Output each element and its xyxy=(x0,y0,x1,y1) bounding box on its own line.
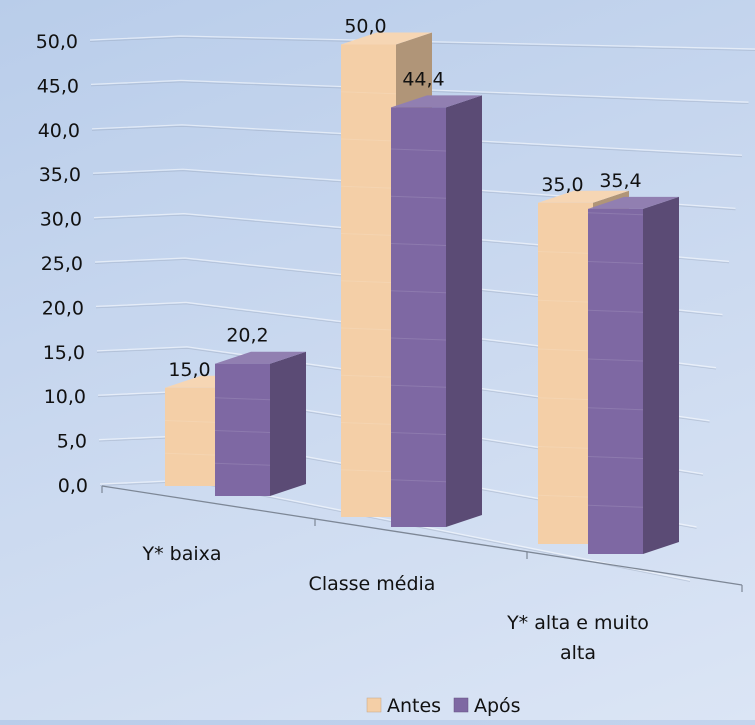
y-tick-label: 20,0 xyxy=(42,297,84,319)
gridline-shadow xyxy=(92,170,736,211)
bar-gridline xyxy=(390,337,447,341)
data-label: 35,4 xyxy=(599,170,641,192)
bar-gridline xyxy=(340,374,397,378)
x-tick-label: Y* baixa xyxy=(141,543,221,565)
legend-label: Antes xyxy=(387,695,441,717)
bar-gridline xyxy=(390,243,447,246)
bar-top-após xyxy=(588,196,679,209)
gridline-shadow xyxy=(91,125,743,158)
y-tick-label: 45,0 xyxy=(37,75,79,97)
bar-gridline xyxy=(340,233,397,236)
bar-gridline xyxy=(587,407,644,411)
bar-side-após xyxy=(643,196,679,554)
bar-gridline xyxy=(390,384,447,388)
bar-após xyxy=(588,208,643,554)
bar-side-após xyxy=(446,95,482,528)
y-tick-label: 30,0 xyxy=(40,209,82,231)
bar-gridline xyxy=(587,456,644,459)
bar-gridline xyxy=(340,138,397,142)
data-label: 44,4 xyxy=(402,68,444,90)
y-tick-label: 0,0 xyxy=(58,475,88,497)
bar-gridline xyxy=(390,432,447,435)
gridline xyxy=(89,35,755,50)
bar-gridline xyxy=(340,422,397,425)
bar-top-antes xyxy=(538,190,629,203)
bar-gridline xyxy=(214,462,271,466)
data-label: 15,0 xyxy=(168,359,210,381)
bar-gridline xyxy=(390,195,447,199)
bar-gridline xyxy=(340,91,397,95)
data-label: 50,0 xyxy=(344,16,386,38)
y-tick-label: 50,0 xyxy=(36,31,78,53)
gridline xyxy=(92,168,736,209)
bar-gridline xyxy=(340,280,397,284)
bar-antes xyxy=(538,202,593,544)
bars xyxy=(164,32,679,554)
bar-top-após xyxy=(215,351,306,364)
gridline xyxy=(90,79,749,103)
axis: 0,0 5,0 10,0 15,0 20,0 25,0 30,0 35,0 40,0 45,0 50… xyxy=(36,31,743,664)
legend-swatch-antes xyxy=(366,697,382,713)
y-tick-label: 35,0 xyxy=(39,164,81,186)
y-tick-label: 40,0 xyxy=(38,120,80,142)
bar-gridline xyxy=(537,348,594,352)
bar-gridline xyxy=(587,358,644,362)
data-labels: 15,0 50,0 35,0 20,2 44,4 35,4 xyxy=(168,16,641,381)
bar-gridline xyxy=(587,212,644,216)
bar-side-após xyxy=(270,351,306,496)
bar-gridline xyxy=(537,251,594,254)
legend-label: Após xyxy=(474,695,521,717)
bar-gridline xyxy=(340,327,397,331)
y-tick-label: 10,0 xyxy=(44,386,86,408)
y-tick-label: 5,0 xyxy=(57,431,87,453)
bar-gridline xyxy=(214,397,271,401)
x-tick-label: Y* alta e muito xyxy=(506,612,649,634)
gridline-shadow xyxy=(89,37,755,51)
bar-gridline xyxy=(587,309,644,313)
bar-gridline xyxy=(390,479,447,483)
gridline-shadow xyxy=(90,81,749,104)
y-tick-label: 25,0 xyxy=(41,253,83,275)
data-label: 35,0 xyxy=(541,174,583,196)
bar-após xyxy=(391,107,446,528)
bar-gridline xyxy=(214,430,271,433)
bar-gridline xyxy=(537,446,594,449)
legend-swatch-após xyxy=(453,697,469,713)
bar-gridline xyxy=(390,148,447,152)
bar-gridline xyxy=(537,494,594,498)
bar-gridline xyxy=(587,504,644,508)
bar-gridline xyxy=(340,185,397,189)
gridline-shadow xyxy=(96,347,710,423)
bar-gridline xyxy=(164,452,221,456)
bar-top-antes xyxy=(341,32,432,45)
bar-gridline xyxy=(164,420,221,423)
bar-gridline xyxy=(340,469,397,473)
y-tick-label: 15,0 xyxy=(43,342,85,364)
data-label: 20,2 xyxy=(226,325,268,347)
x-axis-line xyxy=(101,485,743,586)
bar-top-após xyxy=(391,95,482,108)
bar-após xyxy=(215,363,270,496)
bar-antes xyxy=(341,44,396,517)
x-tick-label: alta xyxy=(560,642,596,664)
bar-gridline xyxy=(587,261,644,264)
x-tick-label: Classe média xyxy=(309,573,436,595)
gridline xyxy=(96,346,710,422)
bar-gridline xyxy=(537,397,594,401)
legend: Antes Após xyxy=(366,695,521,717)
bar-antes xyxy=(165,387,220,486)
gridline xyxy=(91,124,743,156)
bar-gridline xyxy=(537,299,594,303)
bar-gridline xyxy=(390,290,447,294)
